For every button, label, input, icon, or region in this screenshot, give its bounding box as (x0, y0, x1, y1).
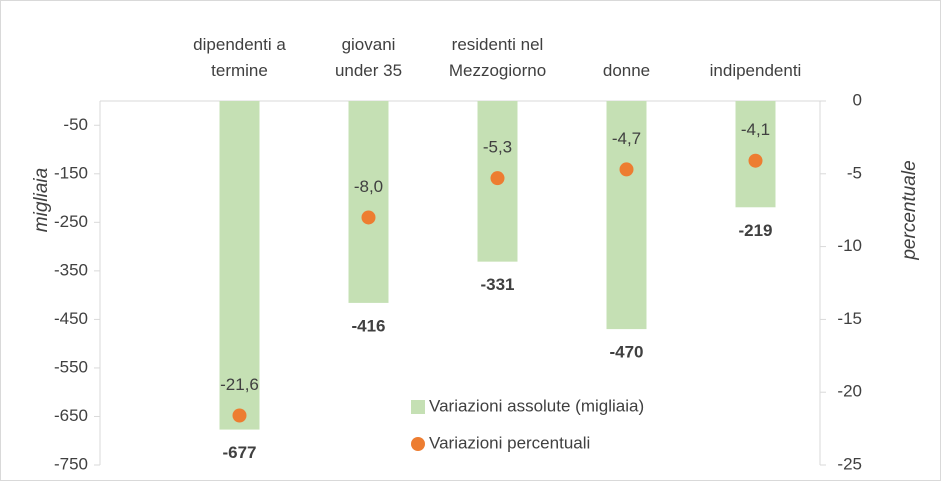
dot (232, 408, 247, 423)
y-tick-label: -450 (54, 309, 88, 328)
y2-tick-label: -5 (847, 163, 862, 182)
y2-axis-title: percentuale (899, 160, 920, 260)
y2-tick-label: 0 (853, 90, 862, 109)
y-tick-label: -750 (54, 454, 88, 473)
data-label: -470 (609, 343, 643, 362)
data-label: -416 (351, 316, 385, 335)
x-tick-label: donne (602, 61, 651, 80)
legend-label: Variazioni assolute (migliaia) (429, 396, 644, 415)
y-tick-label: -350 (54, 260, 88, 279)
bar (348, 101, 389, 303)
legend-marker (411, 437, 425, 451)
bar (606, 101, 647, 330)
x-tick-label: dipendenti a termine (193, 35, 286, 80)
x-tick-label: giovani under 35 (334, 35, 403, 80)
data-label: -331 (480, 275, 514, 294)
data-label: -4,1 (741, 120, 770, 139)
data-label: -4,7 (612, 129, 641, 148)
y2-tick-label: -15 (837, 309, 862, 328)
y-axis-title: migliaia (31, 168, 52, 232)
x-tick-label: residenti nel Mezzogiorno (448, 35, 547, 80)
y2-tick-label: -20 (837, 382, 862, 401)
y-tick-label: -650 (54, 406, 88, 425)
y2-tick-label: -25 (837, 454, 862, 473)
legend-label: Variazioni percentuali (429, 433, 590, 452)
bar (219, 101, 260, 430)
dot (361, 210, 376, 225)
y-tick-label: -550 (54, 357, 88, 376)
data-label: -8,0 (354, 177, 383, 196)
dot (490, 171, 505, 186)
data-label: -219 (738, 221, 772, 240)
y2-tick-label: -10 (837, 236, 862, 255)
data-label: -677 (222, 443, 256, 462)
dot (619, 162, 634, 177)
x-tick-label: indipendenti (709, 61, 802, 80)
dot (748, 153, 763, 168)
data-label: -21,6 (220, 375, 259, 394)
data-label: -5,3 (483, 138, 512, 157)
legend-marker (411, 400, 425, 414)
y-tick-label: -50 (63, 115, 88, 134)
y-tick-label: -250 (54, 212, 88, 231)
y-tick-label: -150 (54, 163, 88, 182)
